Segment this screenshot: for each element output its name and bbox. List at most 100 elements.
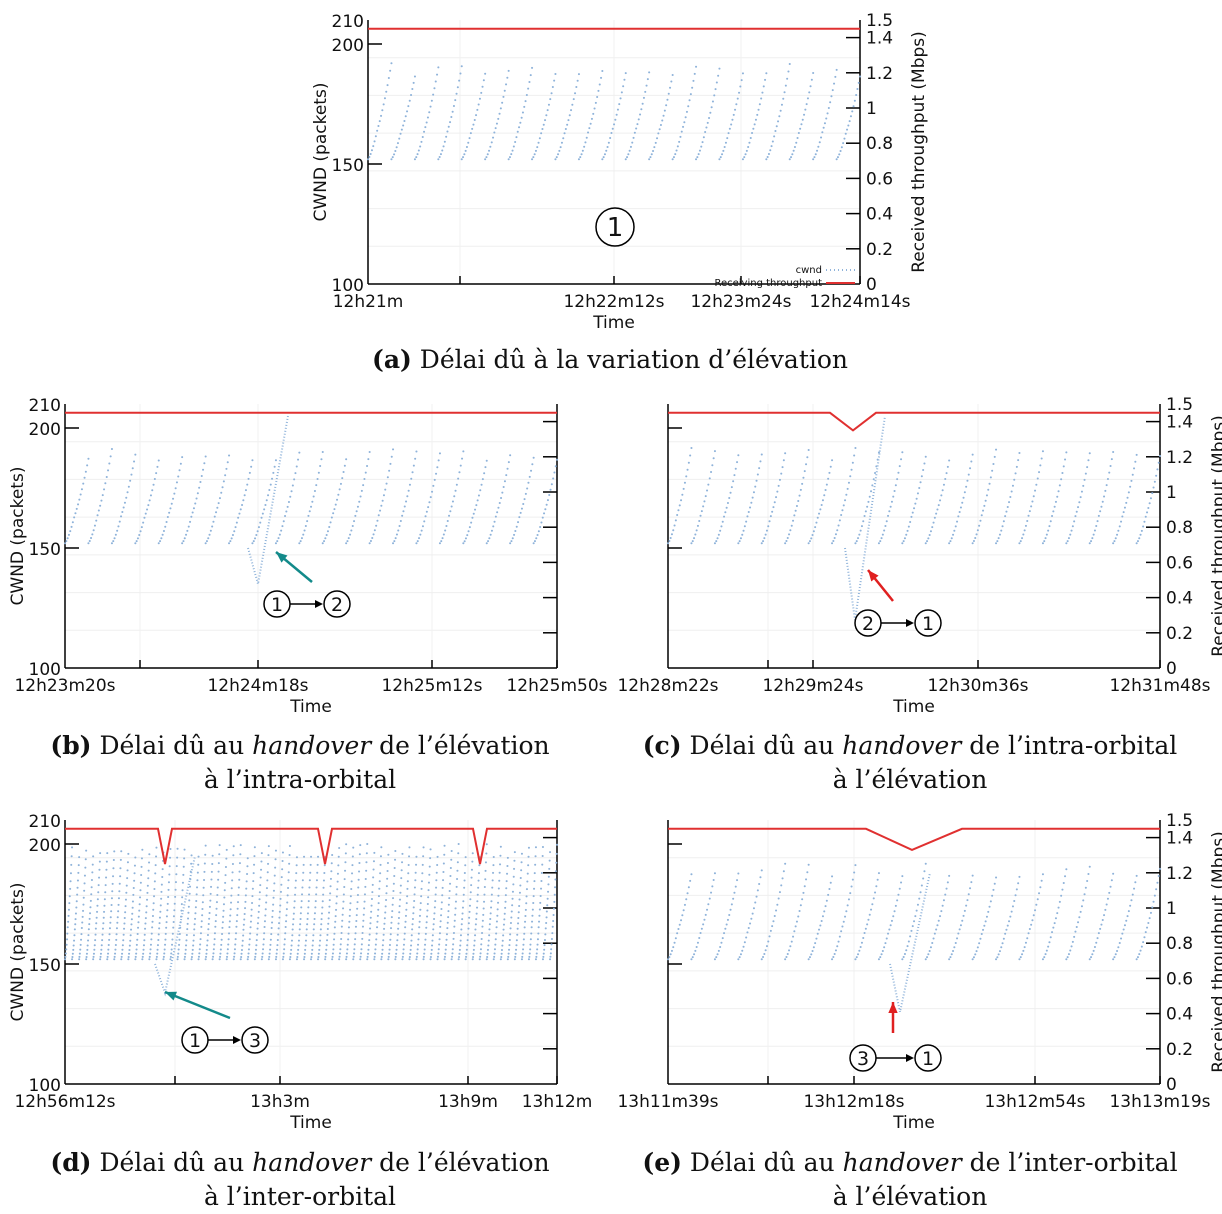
y-tick-label: 150 — [332, 156, 364, 176]
y-axis-label: CWND (packets) — [8, 467, 28, 606]
x-axis-label: Time — [592, 313, 635, 333]
legend-throughput-label: Receiving throughput — [714, 278, 822, 289]
x-tick-label: 12h30m36s — [927, 676, 1028, 696]
x-tick-label: 13h13m19s — [1109, 1092, 1210, 1112]
x-tick-label: 12h23m24s — [690, 292, 791, 312]
x-axis-label: Time — [892, 1113, 935, 1133]
cwnd-points — [367, 62, 862, 161]
annotation-number: 2 — [331, 594, 343, 616]
y2-tick-label: 1.4 — [1166, 413, 1193, 433]
x-tick-label: 12h21m — [333, 292, 404, 312]
x-tick-label: 12h28m22s — [617, 676, 718, 696]
y2-tick-label: 1.4 — [866, 29, 893, 49]
annotation-arrowhead — [906, 1054, 914, 1062]
x-tick-label: 12h25m50s — [506, 676, 607, 696]
caption-e: (e) Délai dû au handover de l’inter-orbi… — [642, 1148, 1178, 1211]
y2-tick-label: 0.6 — [1166, 969, 1193, 989]
throughput-line — [668, 411, 1160, 432]
caption-a: (a) Délai dû à la variation d’élévation — [371, 345, 849, 374]
throughput-line — [65, 827, 557, 865]
y2-tick-label: 1.5 — [1166, 811, 1193, 831]
y2-tick-label: 1.2 — [1166, 448, 1193, 468]
cwnd-handover — [889, 872, 931, 1013]
caption-b: (b) Délai dû au handover de l’élévation … — [50, 731, 550, 794]
panel-b: 100 150 200 210 CWND (packets) 12h23m20s 12h24… — [8, 396, 608, 717]
cwnd-handover — [844, 415, 886, 621]
y2-tick-label: 1.5 — [1166, 395, 1193, 415]
y-tick-label: 150 — [29, 540, 61, 560]
y2-tick-label: 1.5 — [866, 11, 893, 31]
handover-arrowhead — [868, 570, 879, 582]
y-tick-label: 150 — [29, 956, 61, 976]
y2-axis-label: Received throughput (Mbps) — [1209, 831, 1222, 1073]
caption-d: (d) Délai dû au handover de l’élévation … — [50, 1148, 550, 1211]
y2-tick-label: 1.2 — [866, 64, 893, 84]
y2-tick-label: 0.2 — [1166, 1040, 1193, 1060]
throughput-line — [668, 827, 1160, 852]
handover-arrow — [164, 990, 231, 1020]
y-tick-label: 210 — [332, 12, 364, 32]
panel-e: 0 0.2 0.4 0.6 0.8 1 1.2 1.41.5 Received throughp… — [617, 811, 1222, 1133]
annotation-number: 1 — [189, 1030, 201, 1052]
x-tick-label: 12h25m12s — [381, 676, 482, 696]
y2-tick-label: 0.8 — [1166, 518, 1193, 538]
x-tick-label: 12h24m14s — [809, 292, 910, 312]
y-tick-label: 200 — [29, 836, 61, 856]
x-tick-label: 13h12m54s — [984, 1092, 1085, 1112]
x-tick-label: 12h56m12s — [14, 1092, 115, 1112]
cwnd-series — [667, 862, 1162, 1013]
annotation-number: 3 — [249, 1030, 261, 1052]
handover-arrowhead — [888, 1002, 898, 1014]
y2-axis-label: Received throughput (Mbps) — [1209, 415, 1222, 657]
annotation-circle — [323, 590, 351, 618]
panel-a: 100 150 200 210 CWND (packets) 0 0.2 0.4 0.6 0.8 1… — [311, 11, 929, 333]
cwnd-series — [64, 415, 559, 585]
cwnd-series — [667, 415, 1162, 621]
y2-tick-label: 0.8 — [866, 134, 893, 154]
x-tick-label: 12h23m20s — [14, 676, 115, 696]
x-tick-label: 12h29m24s — [762, 676, 863, 696]
cwnd-points — [667, 862, 1162, 961]
annotation-number: 2 — [862, 613, 874, 635]
y2-tick-label: 0.6 — [866, 169, 893, 189]
y-tick-label: 200 — [332, 36, 364, 56]
y-tick-label: 100 — [29, 660, 61, 680]
x-axis-label: Time — [892, 697, 935, 717]
y2-tick-label: 0 — [1166, 1075, 1177, 1095]
y2-tick-label: 0.4 — [866, 205, 893, 225]
y2-tick-label: 1 — [1166, 483, 1177, 503]
x-tick-label: 13h12m — [522, 1092, 593, 1112]
y-tick-label: 100 — [332, 276, 364, 296]
y2-tick-label: 0.4 — [1166, 589, 1193, 609]
cwnd-series — [367, 62, 862, 161]
y2-axis-label: Received throughput (Mbps) — [909, 31, 929, 273]
annotation-number: 1 — [922, 1048, 934, 1070]
y2-tick-label: 0.8 — [1166, 934, 1193, 954]
annotation-arrowhead — [315, 600, 323, 608]
y2-tick-label: 0.2 — [1166, 624, 1193, 644]
annotation-arrowhead — [906, 619, 914, 627]
cwnd-points — [64, 843, 559, 961]
y2-tick-label: 0.6 — [1166, 553, 1193, 573]
x-tick-label: 13h12m18s — [803, 1092, 904, 1112]
x-tick-label: 12h22m12s — [563, 292, 664, 312]
annotation-circle — [914, 609, 942, 637]
cwnd-points — [64, 448, 559, 545]
y-tick-label: 210 — [29, 396, 61, 416]
y-tick-label: 210 — [29, 812, 61, 832]
x-tick-label: 13h11m39s — [617, 1092, 718, 1112]
annotation-number: 1 — [607, 213, 624, 243]
y2-tick-label: 0.4 — [1166, 1005, 1193, 1025]
y2-tick-label: 1 — [1166, 899, 1177, 919]
y-tick-label: 100 — [29, 1076, 61, 1096]
cwnd-points — [667, 447, 1162, 545]
panel-d: 100 150 200 210 CWND (packets) 12h56m12s 13h3m… — [8, 812, 592, 1133]
y2-tick-label: 1.4 — [1166, 829, 1193, 849]
y2-tick-label: 0 — [1166, 659, 1177, 679]
annotation-number: 1 — [271, 594, 283, 616]
handover-arrowhead — [276, 552, 288, 563]
panel-c: 0 0.2 0.4 0.6 0.8 1 1.2 1.41.5 Received throughp… — [617, 395, 1222, 717]
caption-c: (c) Délai dû au handover de l’intra-orbi… — [642, 731, 1178, 794]
x-tick-label: 13h3m — [250, 1092, 310, 1112]
